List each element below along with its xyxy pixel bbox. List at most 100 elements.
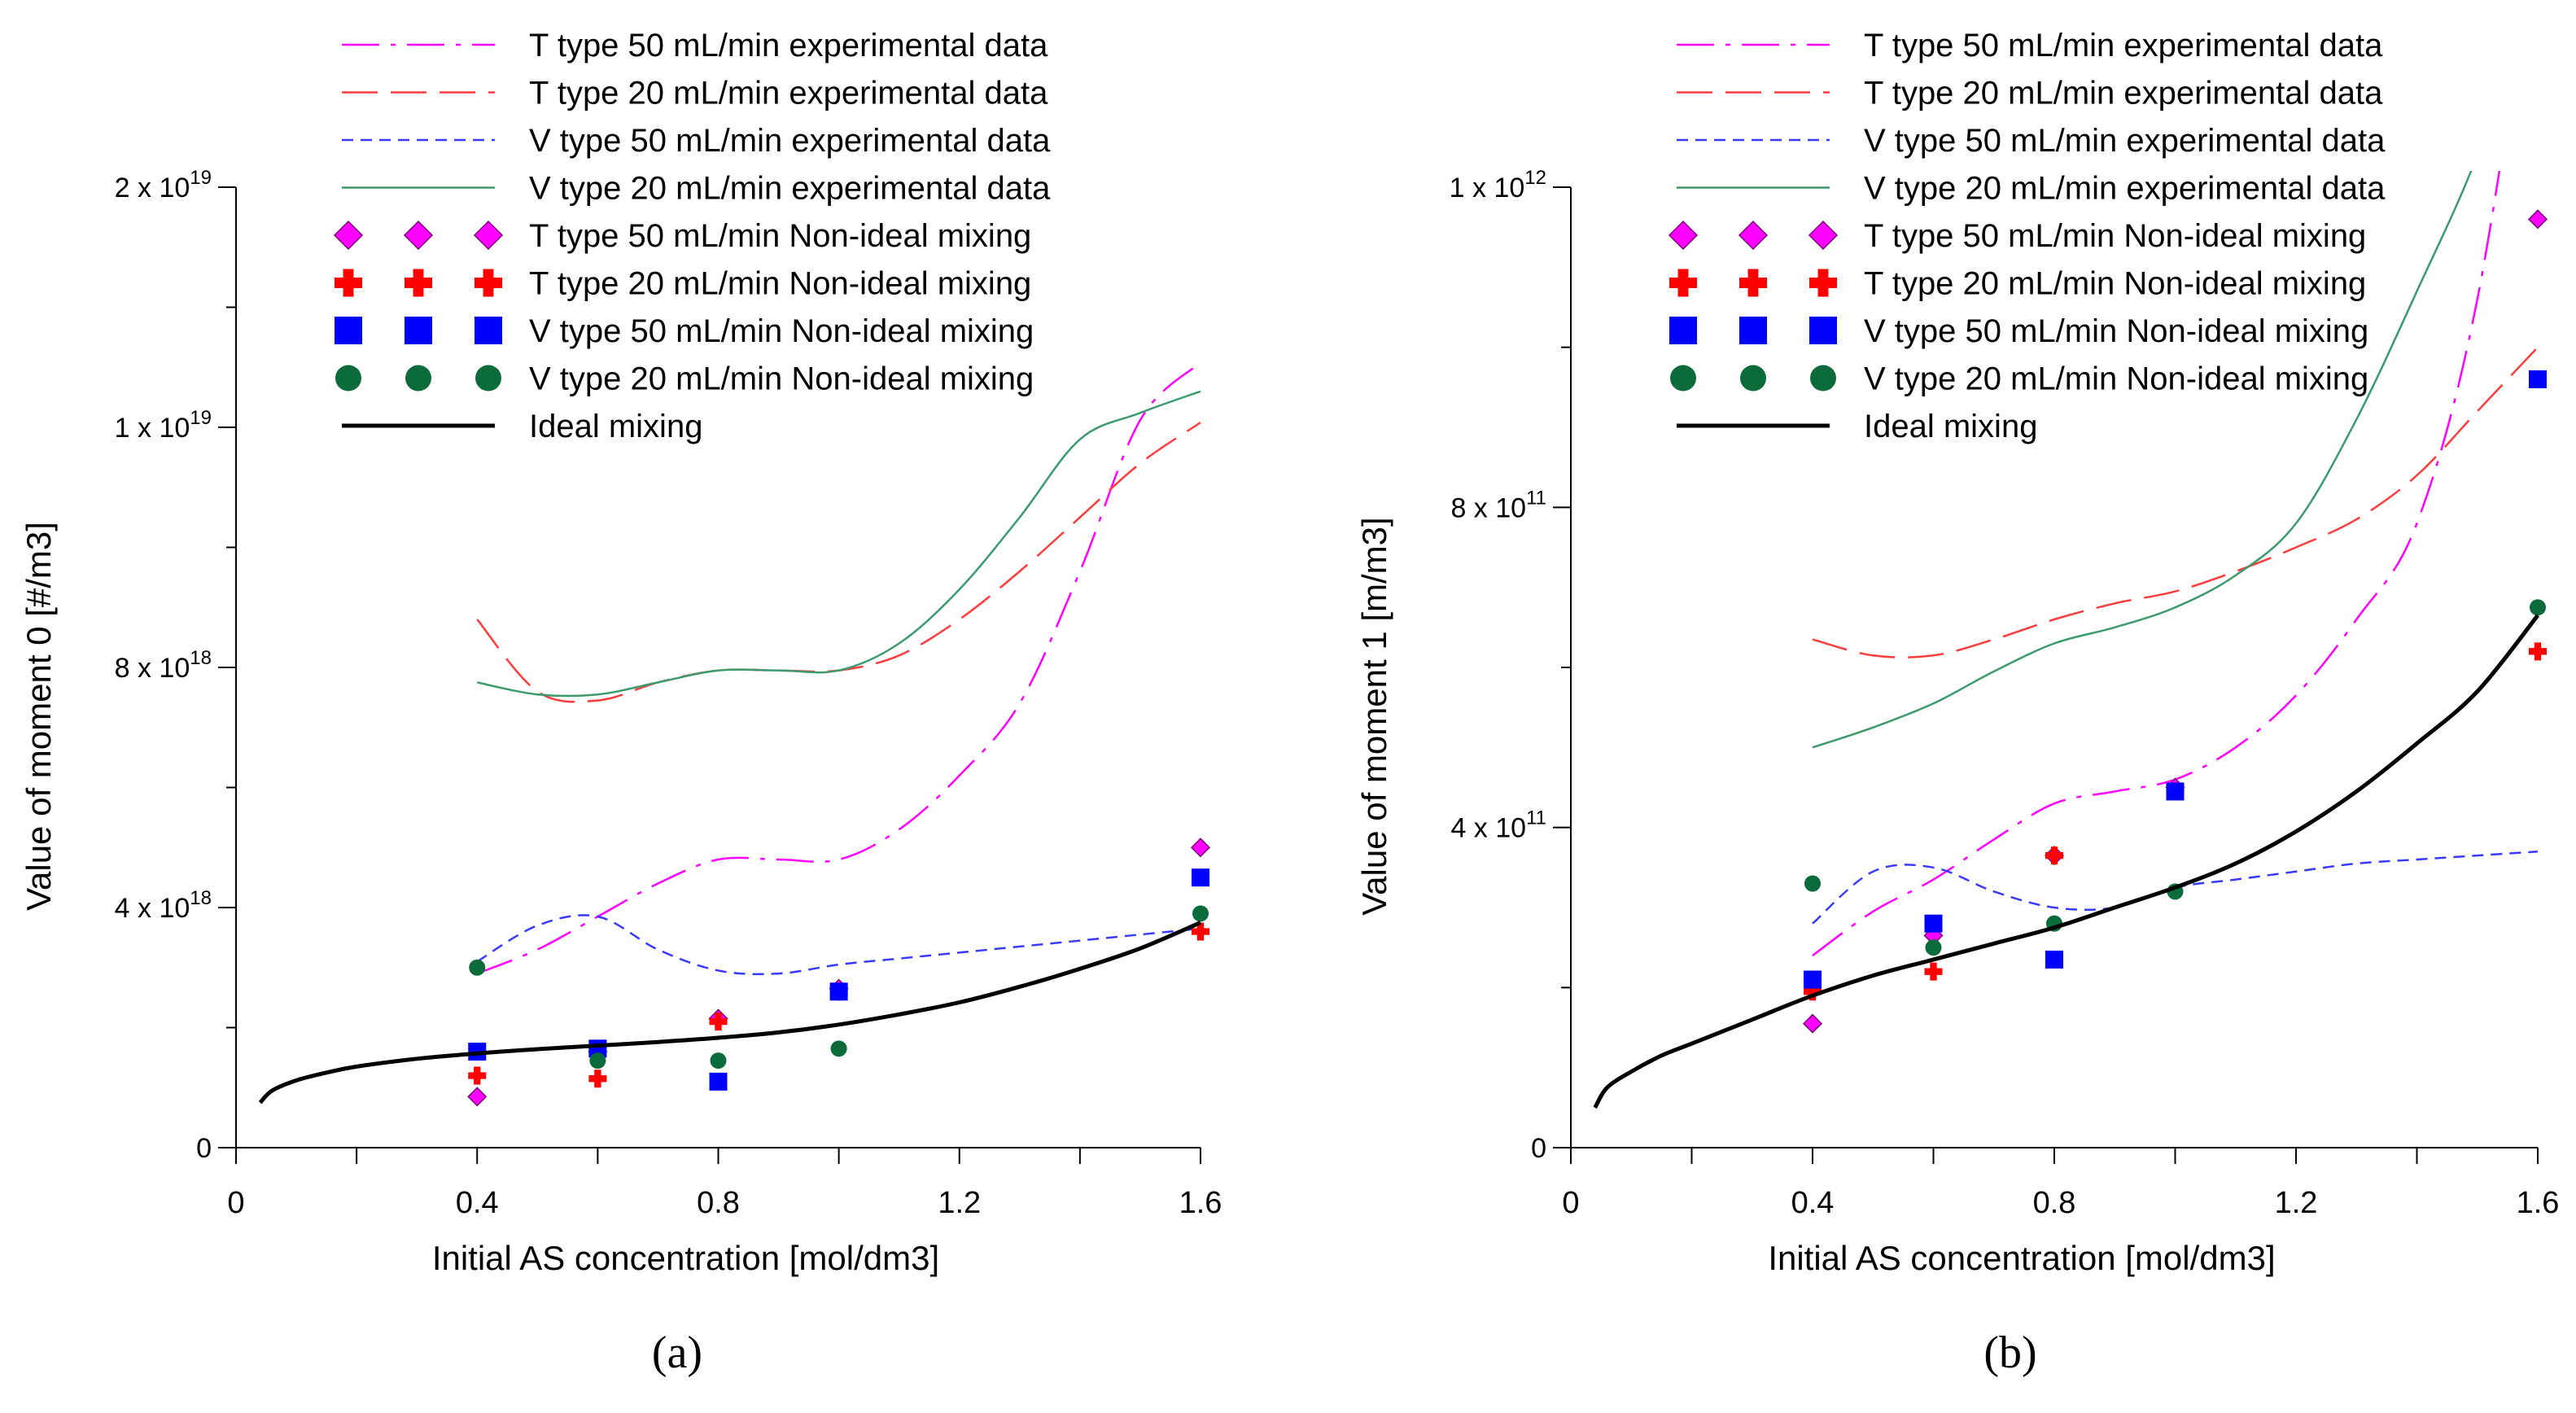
legend-entry-1: T type 20 mL/min experimental data [1677,76,2383,112]
legend-swatch-marker [1808,220,1839,251]
legend-swatch-marker [335,269,362,297]
legend-entry-8: Ideal mixing [1677,409,2037,444]
data-point-6 [2166,782,2185,801]
data-point-6 [829,982,848,1001]
y-tick-label: 0 [1531,1133,1546,1164]
data-point-5 [2529,642,2547,661]
legend-swatch-marker [475,365,501,392]
legend-entry-6: V type 50 mL/min Non-ideal mixing [1669,313,2368,349]
legend-swatch-marker [1669,269,1697,297]
series-line-1 [476,422,1201,703]
data-point-5 [588,1070,607,1088]
data-point-6 [1804,970,1822,989]
y-axis-label: Value of moment 0 [#/m3] [20,522,58,911]
legend-entry-8: Ideal mixing [342,409,702,444]
legend-swatch-marker [335,365,361,392]
data-point-7 [2530,599,2546,616]
legend-swatch-marker [1670,365,1696,392]
legend-entry-2: V type 50 mL/min experimental data [1677,123,2386,159]
x-tick-label: 0.4 [1791,1186,1835,1220]
legend-entry-5: T type 20 mL/min Non-ideal mixing [1669,266,2366,302]
x-tick-label: 0 [1562,1186,1579,1220]
legend-swatch-marker [1738,220,1769,251]
data-point-5 [468,1066,487,1085]
x-tick-label: 0 [227,1186,244,1220]
data-point-7 [710,1052,727,1070]
x-axis-label: Initial AS concentration [mol/dm3] [432,1239,939,1277]
legend-swatch-marker [405,365,431,392]
series-line-8 [1593,614,2539,1109]
legend-label: T type 50 mL/min Non-ideal mixing [529,218,1031,254]
legend-label: V type 50 mL/min experimental data [1864,123,2386,159]
data-point-4 [2527,209,2548,230]
data-point-6 [1192,868,1209,887]
legend-label: T type 20 mL/min Non-ideal mixing [1864,266,2366,302]
legend-label: T type 50 mL/min Non-ideal mixing [1864,218,2366,254]
data-point-5 [1924,962,1943,981]
legend-entry-0: T type 50 mL/min experimental data [1677,28,2383,63]
data-point-5 [709,1013,728,1031]
y-tick-label: 4 x 1018 [115,887,212,924]
legend-swatch-marker [1810,365,1836,392]
legend-swatch-marker [1739,317,1767,344]
data-point-6 [709,1072,728,1091]
legend-swatch-marker [473,220,504,251]
y-tick-label: 8 x 1011 [1450,487,1546,523]
legend-label: V type 20 mL/min experimental data [529,171,1051,207]
x-tick-label: 1.2 [2275,1186,2318,1220]
legend-entry-5: T type 20 mL/min Non-ideal mixing [335,266,1031,302]
data-point-6 [2045,950,2063,969]
legend-swatch-marker [403,220,434,251]
series-line-3 [1812,171,2473,749]
legend-swatch-marker [1809,269,1837,297]
legend-label: T type 50 mL/min experimental data [1864,28,2383,63]
x-tick-label: 1.6 [1179,1186,1222,1220]
legend-entry-1: T type 20 mL/min experimental data [342,76,1048,112]
legend-label: V type 20 mL/min Non-ideal mixing [529,361,1034,397]
y-tick-label: 1 x 1012 [1450,167,1546,203]
legend-entry-3: V type 20 mL/min experimental data [342,171,1051,207]
x-tick-label: 1.2 [938,1186,981,1220]
legend-label: V type 50 mL/min experimental data [529,123,1051,159]
data-point-7 [589,1052,606,1070]
legend-label: T type 20 mL/min Non-ideal mixing [529,266,1031,302]
series-line-0 [476,361,1201,975]
legend-label: T type 50 mL/min experimental data [529,28,1048,63]
legend-swatch-marker [1669,317,1697,344]
legend-entry-2: V type 50 mL/min experimental data [342,123,1051,159]
legend-label: T type 20 mL/min experimental data [1864,76,2383,112]
y-tick-label: 4 x 1011 [1450,807,1546,844]
x-tick-label: 0.8 [2033,1186,2076,1220]
data-point-7 [469,959,486,976]
series-line-1 [1812,346,2539,658]
legend-swatch-marker [335,317,362,344]
panel-label-a: (a) [651,1328,703,1378]
x-tick-label: 0.8 [697,1186,740,1220]
legend-swatch-marker [1739,269,1767,297]
legend-swatch-marker [333,220,364,251]
data-point-5 [1192,922,1209,941]
series-line-3 [477,390,1201,698]
data-point-5 [2045,846,2063,865]
y-axis-label: Value of moment 1 [m/m3] [1355,517,1393,915]
y-tick-label: 8 x 1018 [115,647,212,684]
legend-entry-4: T type 50 mL/min Non-ideal mixing [1668,218,2366,254]
x-tick-label: 1.6 [2517,1186,2560,1220]
panel-label-b: (b) [1983,1328,2037,1378]
x-axis-label: Initial AS concentration [mol/dm3] [1768,1239,2275,1277]
legend-swatch-marker [1668,220,1699,251]
legend-entry-6: V type 50 mL/min Non-ideal mixing [335,313,1034,349]
data-point-6 [2529,370,2547,388]
legend-label: V type 20 mL/min Non-ideal mixing [1864,361,2368,397]
chart-panel-b: 0 0.4 0.8 1.2 1.6 0 4 x 1011 8 x 1011 1 x 1012 In… [1355,28,2560,1277]
y-tick-label: 1 x 1019 [115,407,212,444]
legend-swatch-marker [1740,365,1766,392]
legend-label: Ideal mixing [1864,409,2037,444]
data-point-6 [1924,914,1943,933]
legend-label: T type 20 mL/min experimental data [529,76,1048,112]
data-point-7 [830,1040,847,1057]
legend-swatch-marker [405,317,432,344]
legend-label: V type 50 mL/min Non-ideal mixing [529,313,1034,349]
y-tick-label: 2 x 1019 [115,167,212,203]
